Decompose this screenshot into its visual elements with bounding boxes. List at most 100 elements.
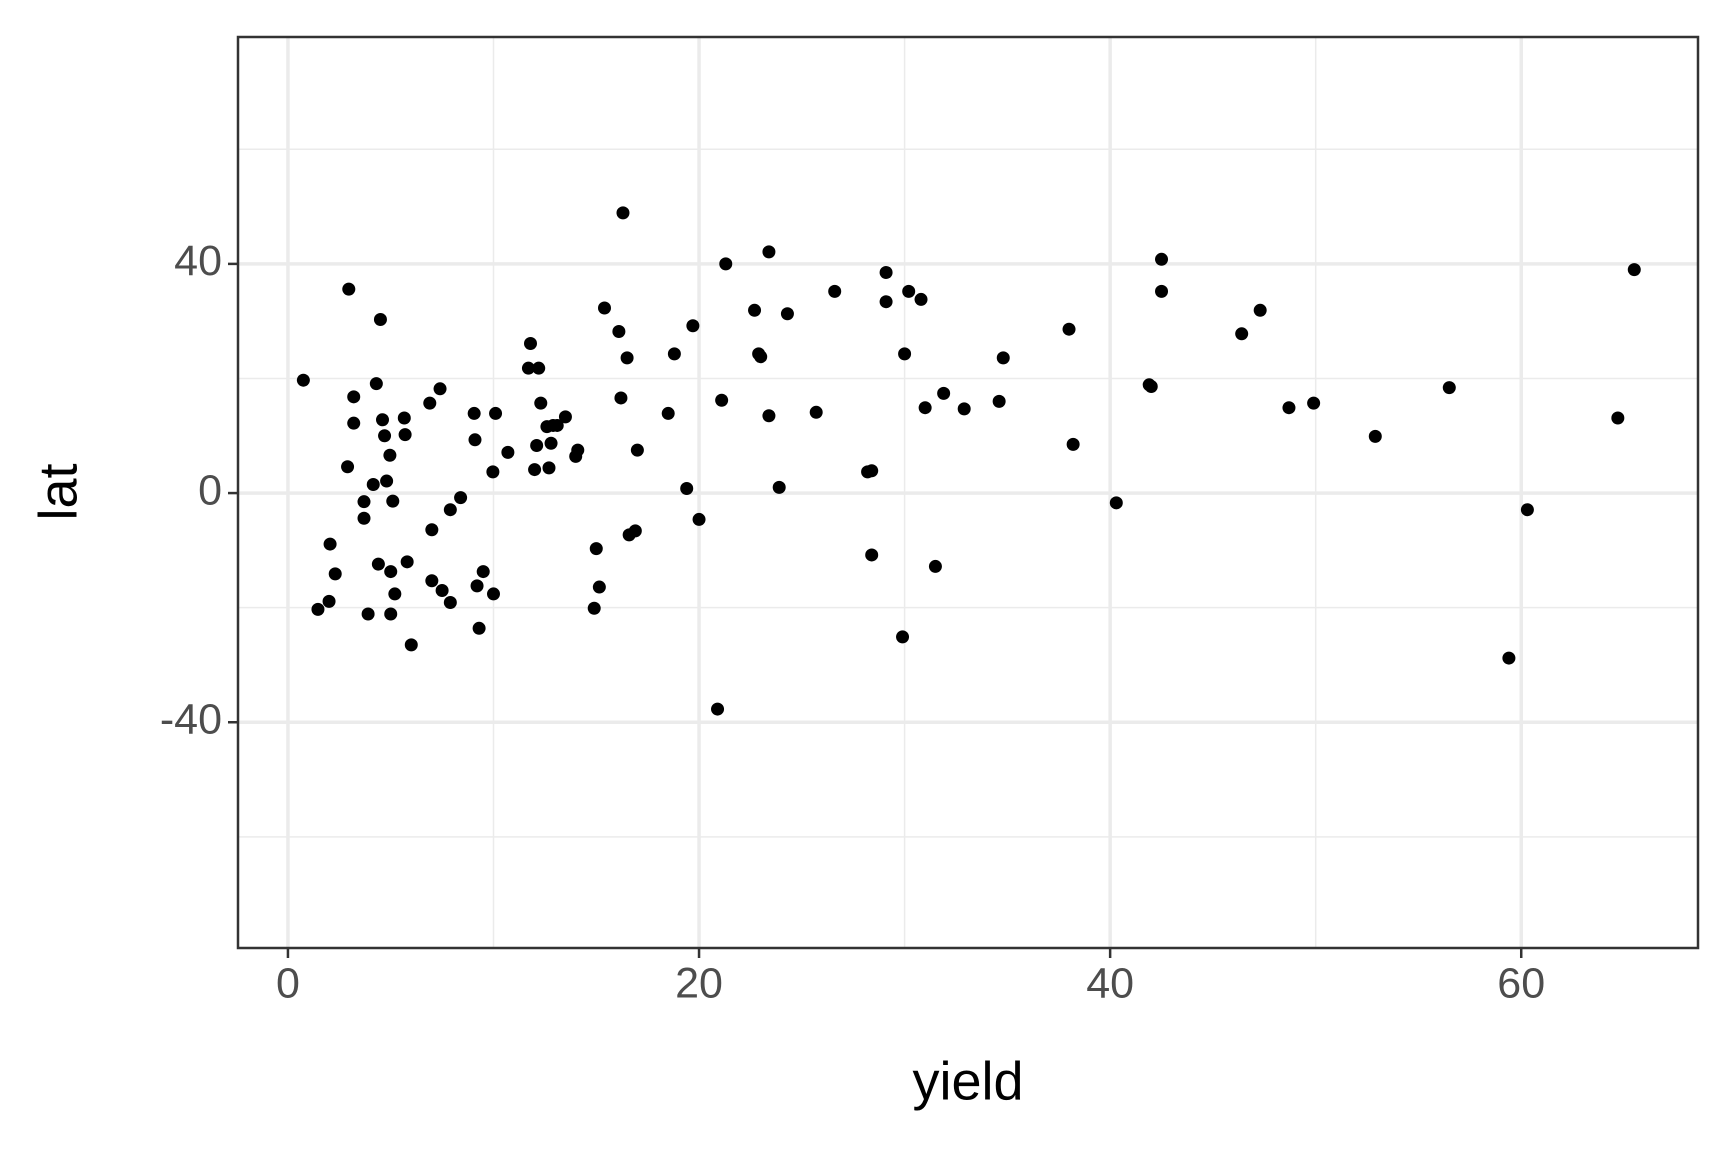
point <box>902 284 916 298</box>
x-axis-title: yield <box>912 1051 1023 1111</box>
point <box>550 418 564 432</box>
x-tick-label: 0 <box>276 959 300 1007</box>
point <box>311 602 325 616</box>
y-axis-title: lat <box>28 463 88 520</box>
point <box>521 361 535 375</box>
point <box>528 463 542 477</box>
y-tick-label: -40 <box>160 696 222 744</box>
point <box>896 630 910 644</box>
point <box>898 347 912 361</box>
point <box>661 406 675 420</box>
panel-border <box>236 35 1700 950</box>
point <box>542 461 556 475</box>
point <box>589 542 603 556</box>
point <box>1235 327 1249 341</box>
point <box>1611 411 1625 425</box>
point <box>614 391 628 405</box>
point <box>476 565 490 579</box>
point <box>937 386 951 400</box>
point <box>328 567 342 581</box>
point <box>386 494 400 508</box>
y-tick-label: 0 <box>198 466 222 514</box>
point <box>616 206 630 220</box>
point <box>620 351 634 365</box>
point <box>435 583 449 597</box>
point <box>1144 380 1158 394</box>
x-tick-label: 20 <box>675 959 723 1007</box>
point <box>865 464 879 478</box>
point <box>423 396 437 410</box>
point <box>347 390 361 404</box>
point <box>1442 381 1456 395</box>
point <box>711 702 725 716</box>
point <box>489 406 503 420</box>
point <box>470 579 484 593</box>
point <box>928 559 942 573</box>
point <box>323 537 337 551</box>
point <box>361 607 375 621</box>
point <box>388 587 402 601</box>
x-tick-label: 60 <box>1497 959 1545 1007</box>
x-tick-label: 40 <box>1086 959 1134 1007</box>
point <box>879 265 893 279</box>
point <box>1627 263 1641 277</box>
point <box>1062 322 1076 336</box>
point <box>772 480 786 494</box>
point <box>762 409 776 423</box>
point <box>371 557 385 571</box>
point <box>1109 496 1123 510</box>
point <box>404 638 418 652</box>
point <box>357 495 371 509</box>
point <box>378 429 392 443</box>
point <box>1155 252 1169 266</box>
point <box>715 393 729 407</box>
point <box>468 433 482 447</box>
point <box>425 574 439 588</box>
point <box>400 555 414 569</box>
point <box>592 580 606 594</box>
y-tick-label: 40 <box>174 237 222 285</box>
point <box>597 301 611 315</box>
point <box>467 406 481 420</box>
point <box>454 491 468 505</box>
point <box>628 524 642 538</box>
point <box>680 481 694 495</box>
point <box>692 512 706 526</box>
point <box>357 511 371 525</box>
point <box>1282 401 1296 415</box>
point <box>443 503 457 517</box>
point <box>754 350 768 364</box>
point <box>384 607 398 621</box>
point <box>501 445 515 459</box>
point <box>918 401 932 415</box>
point <box>992 394 1006 408</box>
point <box>571 443 585 457</box>
point <box>957 402 971 416</box>
point <box>523 337 537 351</box>
point <box>780 307 794 321</box>
point <box>373 312 387 326</box>
point <box>1066 437 1080 451</box>
point <box>375 413 389 427</box>
point <box>397 411 411 425</box>
point <box>1368 429 1382 443</box>
point <box>719 257 733 271</box>
point <box>996 351 1010 365</box>
point <box>433 382 447 396</box>
point <box>366 477 380 491</box>
point <box>383 448 397 462</box>
point <box>558 410 572 424</box>
point <box>534 396 548 410</box>
point <box>544 436 558 450</box>
point <box>322 594 336 608</box>
point <box>914 292 928 306</box>
point <box>879 295 893 309</box>
point <box>369 377 383 391</box>
point <box>1520 503 1534 517</box>
point <box>809 405 823 419</box>
point <box>1155 284 1169 298</box>
point <box>762 245 776 259</box>
point <box>296 373 310 387</box>
